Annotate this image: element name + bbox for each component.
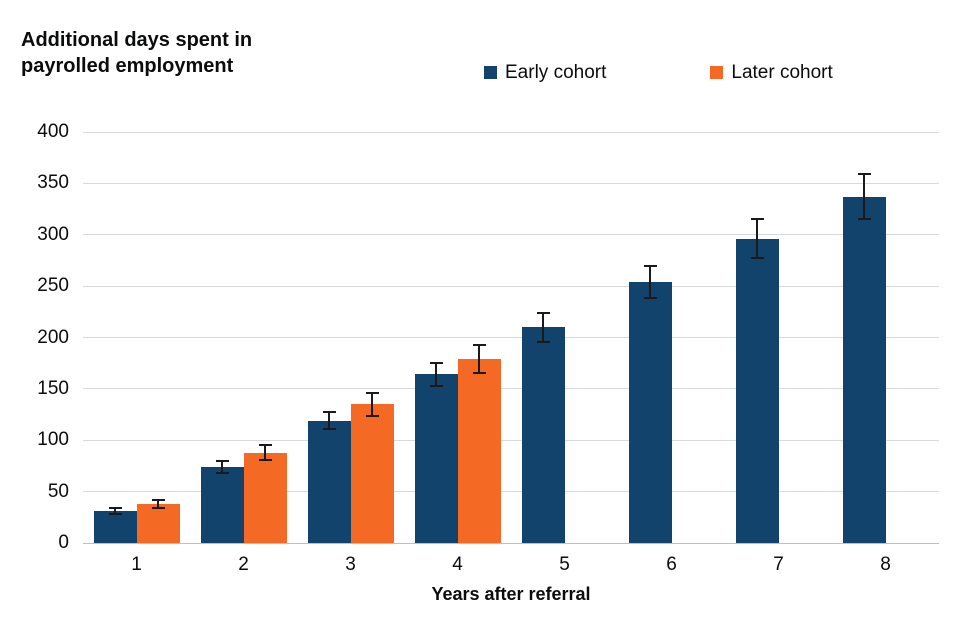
errorbar-early-cohort-year-1	[108, 507, 122, 516]
errorbar-later-cohort-year-3	[365, 391, 379, 417]
y-tick-label-300: 300	[37, 223, 69, 245]
gridline-0	[83, 542, 939, 544]
gridline-100	[83, 439, 939, 441]
errorbar-early-cohort-year-5	[536, 311, 550, 343]
x-tick-label-5: 5	[559, 554, 570, 575]
y-tick-label-100: 100	[37, 429, 69, 451]
gridline-250	[83, 285, 939, 287]
errorbar-later-cohort-year-1	[151, 498, 165, 510]
legend: Early cohort Later cohort	[484, 63, 833, 82]
bar-later-cohort-year-4	[457, 359, 501, 543]
bar-later-cohort-year-2	[243, 452, 287, 543]
y-tick-label-250: 250	[37, 275, 69, 297]
bar-early-cohort-year-7	[735, 238, 779, 543]
x-tick-label-6: 6	[666, 554, 677, 575]
bar-early-cohort-year-3	[307, 420, 351, 543]
bar-early-cohort-year-8	[842, 196, 886, 543]
x-tick-label-7: 7	[773, 554, 784, 575]
bar-early-cohort-year-5	[521, 327, 565, 543]
y-tick-label-350: 350	[37, 172, 69, 194]
errorbar-later-cohort-year-4	[472, 343, 486, 375]
chart-title: Additional days spent in payrolled emplo…	[21, 29, 253, 77]
errorbar-early-cohort-year-6	[643, 264, 657, 300]
bar-later-cohort-year-3	[350, 404, 394, 543]
errorbar-early-cohort-year-7	[750, 218, 764, 260]
legend-item-later-cohort: Later cohort	[710, 62, 833, 83]
errorbar-early-cohort-year-8	[857, 173, 871, 221]
later-cohort-swatch-icon	[710, 66, 724, 79]
gridline-300	[83, 234, 939, 236]
x-tick-label-4: 4	[452, 554, 463, 575]
bar-later-cohort-year-1	[136, 503, 180, 543]
legend-label-later-cohort: Later cohort	[731, 62, 833, 83]
y-tick-label-200: 200	[37, 326, 69, 348]
gridline-150	[83, 388, 939, 390]
bar-early-cohort-year-1	[93, 511, 137, 543]
gridline-400	[83, 131, 939, 133]
errorbar-early-cohort-year-4	[429, 362, 443, 387]
errorbar-later-cohort-year-2	[258, 444, 272, 462]
x-tick-label-3: 3	[345, 554, 356, 575]
bar-early-cohort-year-4	[414, 374, 458, 543]
bar-early-cohort-year-6	[628, 282, 672, 543]
gridline-350	[83, 182, 939, 184]
early-cohort-swatch-icon	[484, 66, 497, 79]
x-tick-label-8: 8	[880, 554, 891, 575]
y-tick-label-150: 150	[37, 377, 69, 399]
gridline-200	[83, 337, 939, 338]
legend-label-early-cohort: Early cohort	[505, 62, 607, 83]
x-axis-title: Years after referral	[431, 584, 591, 604]
errorbar-early-cohort-year-3	[322, 411, 336, 431]
plot-area: 0 50 100 150 200 250 300 350 400 1 2 3 4 5 6 7 8	[37, 121, 939, 575]
x-tick-label-1: 1	[131, 554, 142, 575]
bar-early-cohort-year-2	[200, 466, 244, 543]
y-tick-label-0: 0	[58, 532, 69, 553]
gridline-50	[83, 491, 939, 493]
legend-item-early-cohort: Early cohort	[484, 63, 606, 82]
errorbar-early-cohort-year-2	[215, 459, 229, 475]
y-tick-label-50: 50	[47, 480, 69, 502]
y-tick-label-400: 400	[37, 121, 69, 142]
x-tick-label-2: 2	[238, 554, 249, 575]
